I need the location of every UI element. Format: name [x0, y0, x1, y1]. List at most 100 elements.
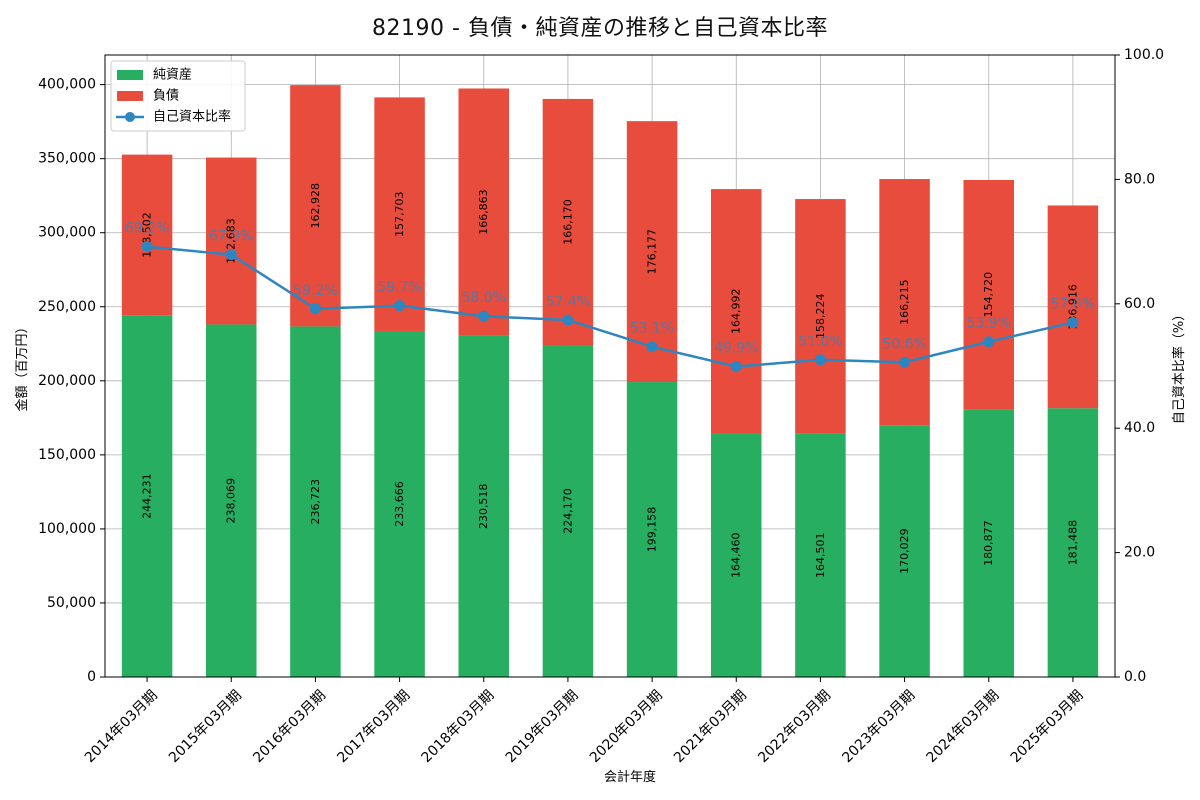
bar-liabilities [121, 154, 173, 316]
tick-label-x: 2017年03月期 [334, 687, 413, 766]
tick-label-left: 250,000 [38, 299, 96, 315]
bar-value-labels: 244,231108,502238,069112,683236,723162,9… [141, 183, 1080, 578]
bar-net-assets [542, 345, 594, 677]
tick-label-left: 350,000 [38, 151, 96, 167]
tick-label-x: 2023年03月期 [839, 687, 918, 766]
bar-label-liabilities: 176,177 [646, 229, 659, 275]
legend-swatch-net-assets [117, 70, 143, 80]
bar-label-net-assets: 224,170 [561, 488, 574, 534]
bar-liabilities [458, 88, 509, 336]
bar-liabilities [1047, 205, 1099, 409]
bar-label-net-assets: 199,158 [646, 507, 659, 553]
bar-liabilities [795, 199, 846, 434]
legend-swatch-ratio-marker [125, 112, 135, 122]
tick-label-x: 2025年03月期 [1008, 687, 1087, 766]
ratio-point [478, 310, 490, 322]
ratio-point [730, 361, 742, 373]
ratio-point [899, 356, 911, 368]
bar-label-liabilities: 164,992 [730, 289, 743, 335]
bar-net-assets [626, 382, 678, 677]
bar-net-assets [121, 315, 173, 677]
ratio-label: 57.4% [546, 294, 590, 310]
ratio-label: 69.2% [125, 221, 169, 237]
bar-liabilities [963, 179, 1014, 410]
ratio-point [562, 314, 574, 326]
bar-liabilities [206, 157, 257, 325]
ratio-point [394, 300, 406, 312]
ratio-point [814, 354, 826, 366]
bar-label-net-assets: 238,069 [225, 478, 238, 524]
legend-swatch-liabilities [117, 91, 143, 101]
ratio-label: 67.9% [209, 229, 253, 245]
ratio-point [646, 341, 658, 353]
bar-liabilities [626, 121, 678, 383]
ratio-label: 57.0% [1051, 296, 1095, 312]
bar-label-net-assets: 244,231 [141, 473, 154, 519]
bar-net-assets [1047, 408, 1099, 677]
bar-label-net-assets: 164,460 [730, 532, 743, 578]
legend-label-liabilities: 負債 [153, 89, 179, 104]
tick-label-x: 2022年03月期 [755, 687, 834, 766]
ratio-point [983, 336, 995, 348]
tick-label-right: 60.0 [1124, 296, 1155, 312]
bar-label-liabilities: 166,215 [898, 279, 911, 325]
tick-label-left: 100,000 [38, 521, 96, 537]
bar-liabilities [542, 98, 594, 346]
ratio-point [141, 241, 153, 253]
tick-label-x: 2020年03月期 [587, 687, 666, 766]
bar-net-assets [711, 433, 762, 677]
tick-label-x: 2021年03月期 [671, 687, 750, 766]
bar-net-assets [206, 324, 257, 677]
tick-label-left: 300,000 [38, 225, 96, 241]
legend-label-net-assets: 純資産 [153, 67, 192, 83]
bar-net-assets [795, 433, 846, 677]
bar-net-assets [458, 335, 509, 677]
y-axis-label-right: 自己資本比率（%） [1171, 308, 1187, 424]
bar-label-net-assets: 170,029 [898, 528, 911, 574]
bar-liabilities [711, 189, 762, 434]
bars [121, 85, 1099, 677]
ratio-point [225, 249, 237, 261]
tick-label-left: 50,000 [47, 595, 96, 611]
legend-label-ratio: 自己資本比率 [153, 109, 231, 125]
ratio-label: 51.0% [798, 334, 842, 350]
bar-liabilities [879, 179, 930, 426]
ratio-point [309, 303, 321, 315]
bar-label-net-assets: 180,877 [982, 520, 995, 566]
tick-label-right: 100.0 [1124, 47, 1164, 63]
tick-label-x: 2015年03月期 [166, 687, 245, 766]
bar-label-liabilities: 158,224 [814, 293, 827, 339]
bar-label-liabilities: 154,720 [982, 272, 995, 318]
tick-label-x: 2016年03月期 [250, 687, 329, 766]
ratio-line [146, 245, 1074, 368]
tick-label-x: 2014年03月期 [82, 687, 161, 766]
bar-label-liabilities: 162,928 [309, 183, 322, 229]
tick-label-right: 20.0 [1124, 545, 1155, 561]
bar-label-net-assets: 230,518 [477, 484, 490, 529]
y-axis-label-left: 金額（百万円） [14, 320, 30, 411]
tick-label-left: 400,000 [38, 77, 96, 93]
tick-label-right: 0.0 [1124, 669, 1146, 685]
tick-label-x: 2019年03月期 [503, 687, 582, 766]
ratio-line-series: 69.2% 67.9% 59.2% 59.7% 58.0% 57.4% 53.1% 49.9%… [125, 221, 1095, 373]
bar-label-net-assets: 233,666 [393, 481, 406, 527]
tick-label-right: 40.0 [1124, 420, 1155, 436]
bar-net-assets [879, 425, 930, 677]
bar-label-net-assets: 236,723 [309, 479, 322, 525]
ratio-label: 53.1% [630, 321, 674, 337]
tick-label-left: 150,000 [38, 447, 96, 463]
ratio-label: 58.0% [462, 290, 506, 306]
x-axis-label: 会計年度 [604, 769, 656, 785]
ratio-point [1067, 316, 1079, 328]
bar-net-assets [374, 330, 425, 677]
ratio-label: 59.7% [377, 280, 421, 296]
tick-label-right: 80.0 [1124, 171, 1155, 187]
ratio-label: 59.2% [293, 283, 337, 299]
ratio-label: 53.9% [967, 316, 1011, 332]
bar-label-liabilities: 157,703 [393, 191, 406, 237]
legend-box [110, 60, 246, 132]
bar-liabilities [290, 85, 341, 327]
tick-label-x: 2018年03月期 [419, 687, 498, 766]
